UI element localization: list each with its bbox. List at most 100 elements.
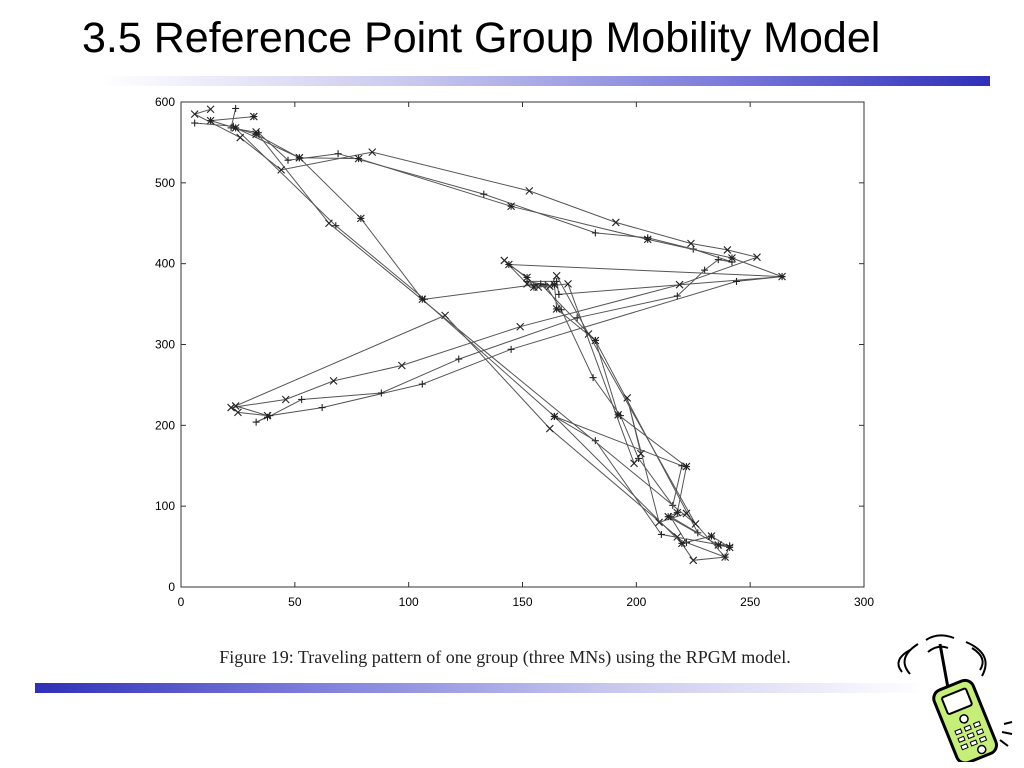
data-point-x [397,361,406,370]
x-tick-label: 50 [288,595,302,609]
data-point-plus [714,256,722,264]
data-point-x [368,148,377,157]
data-point-x [277,166,286,174]
data-point-star [529,283,538,291]
data-point-x [190,110,199,119]
data-point-star [664,512,673,521]
data-point-star [249,112,258,121]
data-point-plus [591,229,599,237]
data-point-plus [555,290,563,298]
series-layer [190,104,786,565]
data-point-x [636,449,645,458]
data-point-plus [673,292,681,300]
series-line [194,108,783,558]
data-point-plus [377,389,385,397]
data-point-star [643,235,652,244]
data-point-star [504,260,513,269]
data-point-star [550,280,559,289]
axis-ticks: 0 50 100 150 200 250 300 0 100 200 300 400 500 600 [155,95,874,609]
data-point-x [236,133,245,142]
data-point-plus [298,395,306,403]
data-point-plus [589,374,597,382]
mobility-chart: 0 50 100 150 200 250 300 0 100 200 300 400 500 600 [155,95,874,609]
bottom-divider [35,683,925,693]
data-point-x [673,532,682,541]
data-point-x [630,459,638,468]
data-point-x [325,219,333,228]
data-point-x [227,403,235,412]
series-line [193,108,759,561]
data-point-plus [284,156,292,164]
series-x [190,105,761,565]
data-point-plus [507,345,515,353]
data-point-plus [418,380,426,388]
data-point-x [655,518,663,527]
data-point-x [753,253,761,262]
data-point-plus [318,404,326,412]
data-point-plus [232,104,240,112]
data-point-x [329,376,338,385]
data-point-star [523,273,531,282]
data-point-star [778,272,786,281]
data-point-star [707,532,716,540]
data-point-star [418,295,427,304]
data-point-star [231,123,240,132]
data-point-x [516,322,525,331]
y-tick-label: 200 [155,418,175,432]
data-point-x [263,411,272,420]
data-point-x [234,408,242,417]
data-point-plus [252,418,260,426]
data-point-x [231,402,240,410]
x-tick-label: 200 [626,595,646,609]
x-tick-label: 150 [512,595,532,609]
x-tick-label: 0 [178,595,185,609]
slide-title: 3.5 Reference Point Group Mobility Model [82,14,881,62]
data-point-plus [701,266,709,274]
y-tick-label: 300 [155,338,175,352]
data-point-star [206,116,215,125]
data-point-x [723,246,732,254]
data-point-star [682,462,691,471]
data-point-plus [455,355,463,363]
data-point-x [523,279,531,288]
data-point-star [677,539,686,548]
data-point-plus [591,437,599,445]
data-point-plus [332,222,340,230]
data-point-x [682,509,691,518]
data-point-x [623,393,632,402]
data-point-star [714,541,723,549]
data-point-x [525,187,534,195]
data-point-x [687,239,695,248]
data-point-x [545,424,554,433]
data-point-star [354,154,363,163]
data-point-plus [191,119,199,127]
series-line [210,116,783,548]
y-tick-label: 600 [155,95,175,109]
y-tick-label: 400 [155,257,175,271]
x-tick-label: 250 [740,595,760,609]
data-point-x [611,218,620,227]
figure-caption: Figure 19: Traveling pattern of one grou… [219,647,791,667]
data-point-x [689,556,698,565]
data-point-star [252,130,261,139]
x-tick-label: 300 [854,595,874,609]
y-tick-label: 0 [168,580,175,594]
data-point-x [721,553,730,561]
data-point-star [591,336,600,345]
data-point-x [545,282,554,291]
data-point-x [552,271,561,280]
data-point-x [281,395,290,404]
series-star [206,112,786,552]
data-point-star [356,214,365,223]
data-point-star [295,153,304,162]
x-tick-label: 100 [399,595,419,609]
series-plus [191,104,786,561]
data-point-x [675,280,684,289]
data-point-star [728,254,736,262]
data-point-x [206,105,215,114]
data-point-plus [657,530,665,538]
data-point-star [550,412,559,421]
title-divider [100,76,990,86]
data-point-plus [480,190,488,198]
data-point-plus [733,277,741,285]
